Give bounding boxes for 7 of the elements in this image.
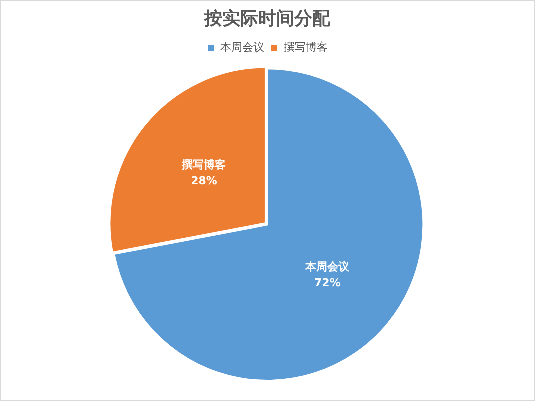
data-label: 72% xyxy=(314,276,341,290)
legend-label: 本周会议 xyxy=(220,40,264,54)
chart-title: 按实际时间分配 xyxy=(204,8,332,30)
slice-label: 本周会议 xyxy=(304,260,351,274)
slice-label: 撰写博客 xyxy=(181,158,226,172)
legend-label: 撰写博客 xyxy=(284,40,328,54)
data-label: 28% xyxy=(191,174,218,188)
